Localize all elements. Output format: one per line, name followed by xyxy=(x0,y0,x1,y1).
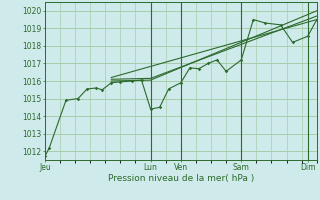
X-axis label: Pression niveau de la mer( hPa ): Pression niveau de la mer( hPa ) xyxy=(108,174,254,183)
